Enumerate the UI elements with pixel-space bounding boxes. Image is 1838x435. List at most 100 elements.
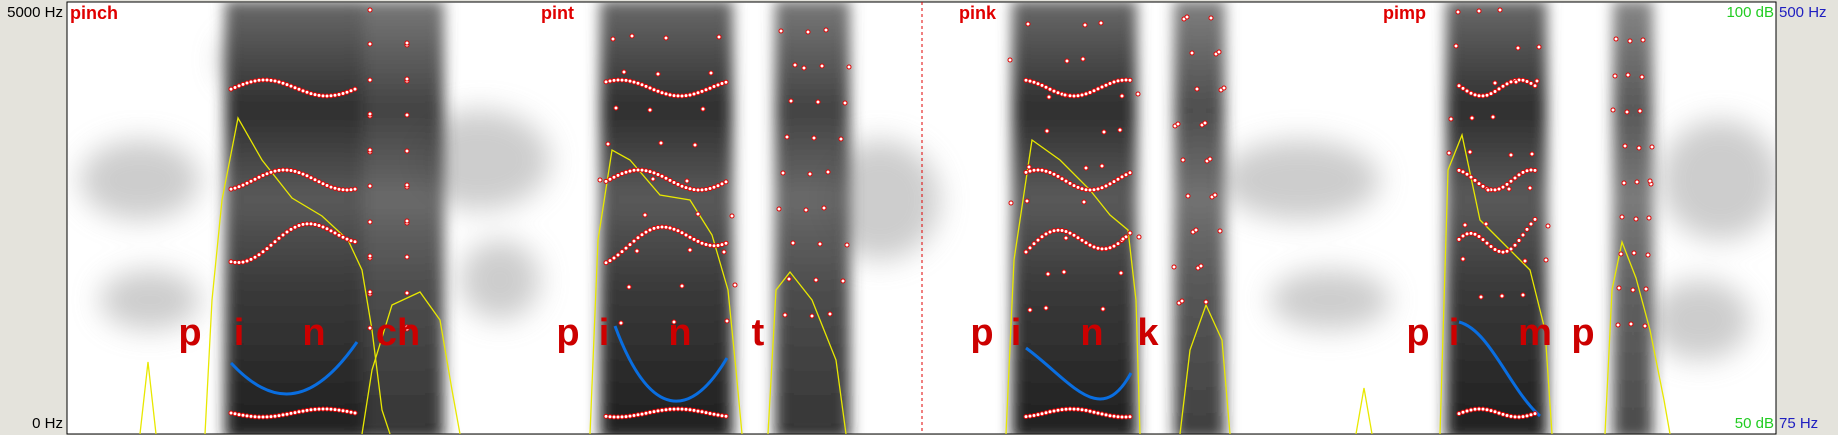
formant-dot [348, 187, 354, 193]
formant-dot [404, 324, 410, 330]
formant-dot [1115, 414, 1121, 420]
formant-dot [1061, 269, 1067, 275]
formant-dot [1067, 180, 1073, 186]
formant-dot [707, 242, 713, 248]
formant-dot [300, 408, 306, 414]
formant-dot [788, 98, 794, 104]
formant-dot [324, 183, 330, 188]
formant-dot [1628, 321, 1634, 327]
formant-dot [264, 171, 270, 177]
formant-dot [721, 249, 727, 255]
formant-dot [827, 311, 833, 317]
word-label: pinch [70, 3, 118, 23]
formant-dot [1476, 234, 1482, 239]
formant-dot [1079, 92, 1085, 98]
formant-dot [1446, 150, 1452, 156]
formant-dot [1107, 245, 1113, 251]
formant-dot [1047, 229, 1053, 235]
formant-dot [300, 221, 306, 227]
word-label: pimp [1383, 3, 1426, 23]
formant-dot [729, 213, 735, 219]
formant-dot [1633, 216, 1639, 222]
formant-dot [1448, 116, 1454, 122]
formant-dot [1023, 77, 1029, 83]
formant-dot [304, 221, 310, 227]
formant-dot [1099, 185, 1105, 191]
formant-dot [1524, 79, 1530, 84]
formant-dot [1103, 183, 1109, 189]
formant-dot [817, 241, 823, 247]
formant-dot [1079, 186, 1085, 192]
formant-dot [1527, 185, 1533, 191]
formant-dot [1091, 88, 1097, 94]
formant-dot [651, 409, 657, 415]
formant-dot [1123, 414, 1129, 420]
formant-dot [1079, 407, 1085, 413]
formant-dot [687, 407, 693, 413]
formant-dot [272, 239, 278, 245]
formant-dot [367, 7, 373, 13]
formant-dot [615, 414, 621, 420]
formant-dot [1055, 407, 1061, 413]
formant-dot [1059, 176, 1065, 182]
formant-dot [280, 80, 286, 86]
formant-dot [671, 226, 677, 232]
formant-dot [1455, 9, 1461, 15]
formant-dot [1087, 242, 1093, 248]
formant-dot [719, 242, 725, 248]
formant-dot [276, 167, 282, 173]
formant-dot [1043, 231, 1049, 237]
formant-dot [815, 99, 821, 105]
formant-dot [1476, 181, 1482, 187]
formant-dot [655, 172, 661, 177]
formant-dot [367, 111, 373, 117]
formant-dot [1063, 235, 1069, 241]
word-label: pink [959, 3, 997, 23]
formant-dot [1067, 230, 1073, 236]
formant-dot [1496, 248, 1502, 254]
formant-dot [248, 256, 254, 262]
formant-dot [1528, 80, 1534, 86]
formant-dot [404, 218, 410, 224]
formant-dot [316, 223, 322, 228]
formant-dot [1055, 173, 1061, 179]
formant-dot [1193, 227, 1199, 233]
formant-dot [240, 81, 246, 87]
formant-dot [703, 242, 709, 247]
formant-dot [320, 406, 326, 412]
background-noise [80, 30, 1776, 360]
formant-dot [1107, 413, 1113, 419]
formant-dot [256, 77, 262, 83]
formant-dot [707, 85, 713, 91]
segment-label: k [1137, 312, 1159, 354]
formant-dot [691, 236, 697, 242]
axis-label: 0 Hz [32, 415, 63, 432]
formant-dot [336, 407, 342, 413]
formant-dot [1504, 413, 1510, 418]
formant-dot [667, 225, 673, 231]
formant-dot [288, 83, 294, 89]
formant-dot [1460, 85, 1466, 91]
formant-dot [1460, 256, 1466, 262]
formant-dot [1107, 81, 1113, 86]
formant-dot [1062, 92, 1068, 98]
formant-dot [316, 92, 322, 98]
formant-dot [1095, 410, 1101, 416]
formant-dot [647, 409, 653, 415]
formant-dot [236, 260, 242, 265]
formant-dot [1067, 93, 1073, 99]
segment-label: p [1571, 312, 1594, 354]
formant-dot [627, 413, 633, 419]
formant-dot [1516, 414, 1522, 420]
spectrogram [80, 2, 1776, 434]
formant-dot [683, 406, 689, 412]
formant-dot [344, 236, 350, 242]
formant-dot [296, 170, 302, 176]
formant-dot [268, 414, 274, 420]
formant-dot [276, 235, 282, 241]
formant-dot [623, 414, 629, 420]
formant-dot [1464, 231, 1470, 237]
formant-dot [1083, 165, 1089, 171]
axis-label: 75 Hz [1779, 415, 1818, 432]
formant-dot [296, 223, 302, 228]
